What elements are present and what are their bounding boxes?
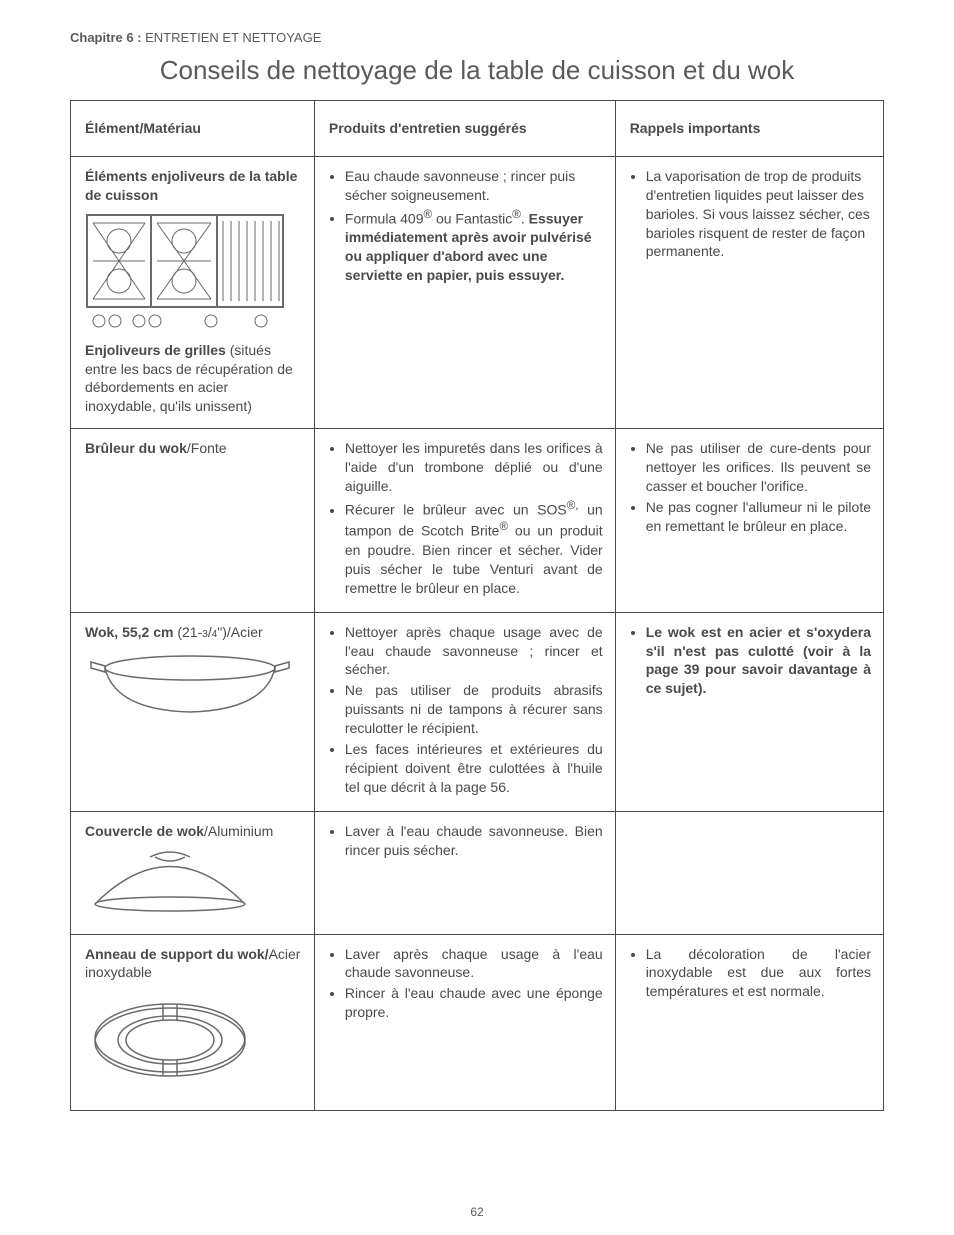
element-bold: Anneau de support du wok/ <box>85 946 269 962</box>
element-bold: Brûleur du wok <box>85 440 187 456</box>
element-bold: Wok, 55,2 cm <box>85 624 173 640</box>
list-item: Nettoyer les impuretés dans les orifices… <box>345 439 603 496</box>
header-reminders: Rappels importants <box>615 101 883 157</box>
element-bold: Couvercle de wok <box>85 823 204 839</box>
cell-element: Brûleur du wok/Fonte <box>71 429 315 612</box>
page-number: 62 <box>0 1205 954 1219</box>
list-item: Laver à l'eau chaude savonneuse. Bien ri… <box>345 822 603 860</box>
table-row: Éléments enjoliveurs de la table de cuis… <box>71 156 884 428</box>
care-list: Laver à l'eau chaude savonneuse. Bien ri… <box>329 822 603 860</box>
cell-care: Laver après chaque usage à l'eau chaude … <box>314 934 615 1111</box>
table-row: Couvercle de wok/Aluminium Laver à l'eau… <box>71 811 884 934</box>
list-item: Nettoyer après chaque usage avec de l'ea… <box>345 623 603 680</box>
reg-mark: ® <box>499 520 508 533</box>
table-header-row: Élément/Matériau Produits d'entretien su… <box>71 101 884 157</box>
list-item: Le wok est en acier et s'oxydera s'il n'… <box>646 623 871 699</box>
table-row: Anneau de support du wok/Acier inoxydabl… <box>71 934 884 1111</box>
element-subtext: Enjoliveurs de grilles (situés entre les… <box>85 341 302 417</box>
wok-lid-illustration-icon <box>85 849 255 914</box>
element-rest: ")/Acier <box>217 624 262 640</box>
care-list: Eau chaude savonneuse ; rincer puis séch… <box>329 167 603 285</box>
cell-element: Anneau de support du wok/Acier inoxydabl… <box>71 934 315 1111</box>
list-item: Ne pas utiliser de cure-dents pour netto… <box>646 439 871 496</box>
wok-illustration-icon <box>85 650 295 720</box>
element-line: Anneau de support du wok/Acier inoxydabl… <box>85 945 302 983</box>
cell-care: Nettoyer après chaque usage avec de l'ea… <box>314 612 615 811</box>
text: . <box>521 210 529 226</box>
text: Eau chaude savonneuse ; rincer puis séch… <box>345 168 575 203</box>
care-list: Laver après chaque usage à l'eau chaude … <box>329 945 603 1023</box>
rem-list: La décoloration de l'acier inoxydable es… <box>630 945 871 1002</box>
text: ou Fantastic <box>432 210 512 226</box>
chapter-rest: ENTRETIEN ET NETTOYAGE <box>142 30 322 45</box>
rem-list: La vaporisation de trop de produits d'en… <box>630 167 871 261</box>
chapter-bold: Chapitre 6 : <box>70 30 142 45</box>
list-item: Les faces intérieures et extérieures du … <box>345 740 603 797</box>
cell-care: Nettoyer les impuretés dans les orifices… <box>314 429 615 612</box>
cell-element: Éléments enjoliveurs de la table de cuis… <box>71 156 315 428</box>
cell-reminders <box>615 811 883 934</box>
list-item: Ne pas utiliser de produits abrasifs pui… <box>345 681 603 738</box>
page-title: Conseils de nettoyage de la table de cui… <box>70 55 884 86</box>
cell-reminders: Le wok est en acier et s'oxydera s'il n'… <box>615 612 883 811</box>
cell-reminders: Ne pas utiliser de cure-dents pour netto… <box>615 429 883 612</box>
list-item: Récurer le brûleur avec un SOS®, un tamp… <box>345 498 603 598</box>
list-item: Ne pas cogner l'allumeur ni le pilote en… <box>646 498 871 536</box>
rem-list: Le wok est en acier et s'oxydera s'il n'… <box>630 623 871 699</box>
list-item: Eau chaude savonneuse ; rincer puis séch… <box>345 167 603 205</box>
care-list: Nettoyer après chaque usage avec de l'ea… <box>329 623 603 797</box>
cooktop-illustration-icon <box>85 213 285 333</box>
cell-care: Eau chaude savonneuse ; rincer puis séch… <box>314 156 615 428</box>
cell-element: Couvercle de wok/Aluminium <box>71 811 315 934</box>
list-item: Laver après chaque usage à l'eau chaude … <box>345 945 603 983</box>
header-element: Élément/Matériau <box>71 101 315 157</box>
element-title: Éléments enjoliveurs de la table de cuis… <box>85 167 302 205</box>
element-rest: /Fonte <box>187 440 227 456</box>
element-line: Wok, 55,2 cm (21-3/4")/Acier <box>85 623 302 642</box>
wok-ring-illustration-icon <box>85 990 255 1090</box>
element-line: Couvercle de wok/Aluminium <box>85 822 302 841</box>
element-sub-bold: Enjoliveurs de grilles <box>85 342 226 358</box>
reg-mark: ® <box>423 208 432 221</box>
text: Formula 409 <box>345 210 424 226</box>
list-item: Rincer à l'eau chaude avec une éponge pr… <box>345 984 603 1022</box>
chapter-header: Chapitre 6 : ENTRETIEN ET NETTOYAGE <box>70 30 884 45</box>
list-item: Formula 409® ou Fantastic®. Essuyer immé… <box>345 207 603 285</box>
cell-reminders: La vaporisation de trop de produits d'en… <box>615 156 883 428</box>
cell-element: Wok, 55,2 cm (21-3/4")/Acier <box>71 612 315 811</box>
list-item: La vaporisation de trop de produits d'en… <box>646 167 871 261</box>
cell-reminders: La décoloration de l'acier inoxydable es… <box>615 934 883 1111</box>
care-list: Nettoyer les impuretés dans les orifices… <box>329 439 603 597</box>
text: Récurer le brûleur avec un SOS <box>345 502 567 518</box>
reg-mark: ® <box>512 208 521 221</box>
reg-mark: ®, <box>567 499 579 512</box>
page: Chapitre 6 : ENTRETIEN ET NETTOYAGE Cons… <box>0 0 954 1235</box>
list-item: La décoloration de l'acier inoxydable es… <box>646 945 871 1002</box>
cell-care: Laver à l'eau chaude savonneuse. Bien ri… <box>314 811 615 934</box>
element-rest: /Aluminium <box>204 823 273 839</box>
element-mid: (21- <box>173 624 202 640</box>
cleaning-table: Élément/Matériau Produits d'entretien su… <box>70 100 884 1111</box>
table-row: Wok, 55,2 cm (21-3/4")/Acier Nettoyer ap… <box>71 612 884 811</box>
header-care: Produits d'entretien suggérés <box>314 101 615 157</box>
table-row: Brûleur du wok/Fonte Nettoyer les impure… <box>71 429 884 612</box>
rem-list: Ne pas utiliser de cure-dents pour netto… <box>630 439 871 535</box>
